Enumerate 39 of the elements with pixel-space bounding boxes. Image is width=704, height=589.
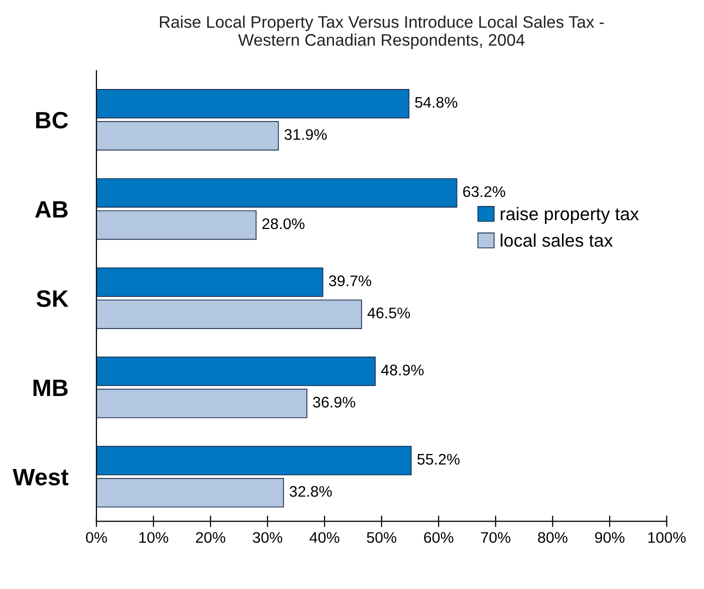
data-label: 39.7% <box>328 275 372 286</box>
bar <box>96 356 376 386</box>
bar <box>96 121 279 151</box>
legend-label: raise property tax <box>500 207 639 224</box>
y-tick-label: MB <box>34 380 68 396</box>
legend-label: local sales tax <box>500 234 613 247</box>
x-tick-label: 20% <box>196 532 226 543</box>
x-tick-label: 100% <box>648 532 686 543</box>
y-tick-label: West <box>12 468 68 486</box>
data-label: 32.8% <box>290 486 332 497</box>
bar <box>96 178 458 208</box>
bar <box>96 267 324 297</box>
chart-title: Raise Local Property Tax Versus Introduce Local Sales Tax - Western Canadian Respondents, 2004 <box>160 16 604 50</box>
x-tick-label: 70% <box>481 532 510 543</box>
x-tick-label: 30% <box>252 532 282 543</box>
data-label: 55.2% <box>417 454 460 465</box>
y-tick-label: BC <box>36 112 68 129</box>
x-tick-label: 0% <box>86 532 107 543</box>
bar <box>96 446 412 476</box>
data-label: 31.9% <box>284 129 327 140</box>
bar <box>96 210 257 240</box>
data-label: 28.0% <box>262 218 304 230</box>
data-label: 63.2% <box>463 186 506 198</box>
y-tick-label: SK <box>36 290 68 307</box>
x-tick-label: 60% <box>424 532 454 543</box>
data-label: 48.9% <box>381 364 424 376</box>
x-tick-label: 80% <box>538 532 568 543</box>
y-tick-label: AB <box>35 201 68 218</box>
x-tick-label: 10% <box>139 532 168 543</box>
bar <box>96 388 308 418</box>
bar <box>96 300 362 329</box>
x-tick-label: 90% <box>595 532 624 543</box>
data-label: 36.9% <box>313 396 356 408</box>
data-label: 46.5% <box>368 308 410 318</box>
data-label: 54.8% <box>415 96 458 108</box>
bar <box>96 88 410 118</box>
x-tick-label: 40% <box>310 532 340 543</box>
x-tick-label: 50% <box>366 532 396 543</box>
bar <box>96 478 284 508</box>
